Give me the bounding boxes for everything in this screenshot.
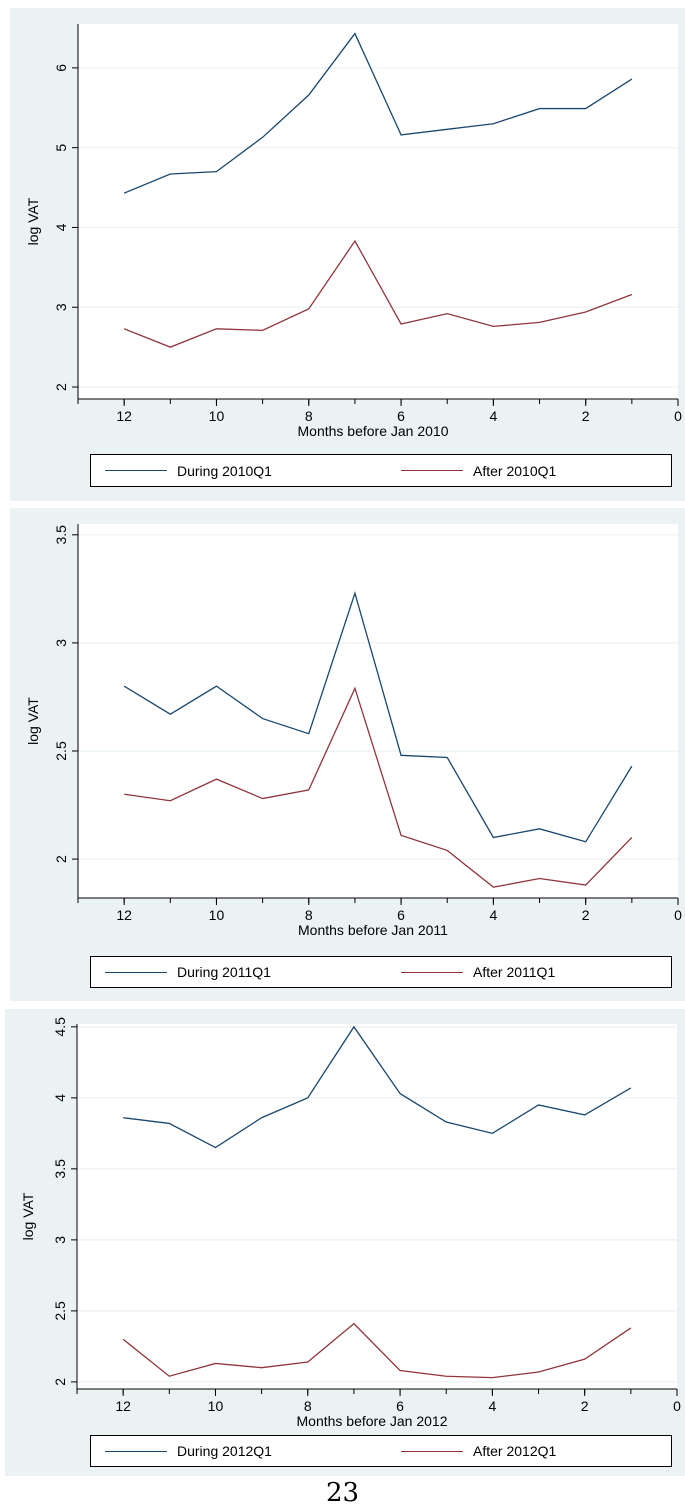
x-tick-label: 4 bbox=[489, 907, 497, 923]
x-tick-label: 0 bbox=[673, 1398, 681, 1414]
series-line-after bbox=[123, 239, 633, 348]
x-tick-label: 6 bbox=[397, 907, 405, 923]
legend-swatch-during bbox=[105, 470, 167, 471]
legend-label-during: During 2011Q1 bbox=[177, 964, 271, 980]
series-line-after bbox=[124, 686, 633, 888]
series-line-during bbox=[123, 1025, 632, 1149]
chart-1-legend: During 2010Q1 After 2010Q1 bbox=[90, 454, 672, 487]
y-axis-label: log VAT bbox=[20, 1192, 36, 1240]
x-tick-label: 2 bbox=[582, 408, 590, 424]
y-tick-label: 2 bbox=[52, 1378, 68, 1386]
legend-entry-after-2011q1: After 2011Q1 bbox=[401, 957, 555, 987]
series-line-during bbox=[123, 32, 633, 194]
y-axis-label: log VAT bbox=[25, 197, 41, 245]
y-tick-label: 3 bbox=[52, 1236, 68, 1244]
legend-entry-after-2010q1: After 2010Q1 bbox=[401, 455, 556, 486]
legend-label-during: During 2010Q1 bbox=[177, 462, 272, 479]
x-tick-label: 12 bbox=[115, 1398, 131, 1414]
page-number: 23 bbox=[325, 1478, 360, 1508]
y-tick-label: 4.5 bbox=[52, 1017, 68, 1037]
x-tick-label: 2 bbox=[582, 907, 590, 923]
y-tick-label: 6 bbox=[53, 64, 69, 72]
x-tick-label: 10 bbox=[208, 1398, 224, 1414]
x-axis-label: Months before Jan 2012 bbox=[297, 1413, 448, 1429]
x-tick-label: 12 bbox=[116, 408, 132, 424]
x-tick-label: 10 bbox=[209, 907, 225, 923]
x-tick-label: 8 bbox=[304, 1398, 312, 1414]
legend-swatch-after bbox=[401, 470, 463, 471]
legend-swatch-after bbox=[401, 1450, 463, 1452]
legend-entry-during-2012q1: During 2012Q1 bbox=[105, 1436, 272, 1466]
legend-label-after: After 2010Q1 bbox=[473, 462, 557, 479]
legend-swatch-during bbox=[105, 1450, 167, 1452]
legend-swatch-after bbox=[401, 971, 463, 973]
y-tick-label: 3.5 bbox=[52, 1159, 68, 1179]
legend-entry-during-2011q1: During 2011Q1 bbox=[105, 957, 271, 987]
y-tick-label: 2.5 bbox=[53, 741, 69, 761]
legend-label-after: After 2012Q1 bbox=[473, 1443, 557, 1459]
y-tick-label: 2 bbox=[53, 383, 69, 391]
x-tick-label: 8 bbox=[305, 408, 313, 424]
chart-2-svg: 2 2.5 3 3.5 12 10 8 6 4 2 0 Months before Jan 2011 l… bbox=[25, 524, 682, 938]
x-tick-label: 4 bbox=[489, 408, 497, 424]
chart-panel-1: 2 3 4 5 6 12 10 8 6 4 2 0 Months before Jan 2010 log … bbox=[10, 8, 685, 501]
y-tick-label: 3 bbox=[53, 639, 69, 647]
x-tick-label: 0 bbox=[674, 907, 682, 923]
chart-3-svg: 2 2.5 3 3.5 4 4.5 12 10 8 6 4 2 0 Months before Jan 2… bbox=[20, 1017, 681, 1429]
series-line-during bbox=[123, 590, 633, 843]
y-tick-label: 4 bbox=[53, 223, 69, 231]
x-tick-label: 2 bbox=[581, 1398, 589, 1414]
x-tick-label: 12 bbox=[116, 907, 132, 923]
y-tick-label: 2.5 bbox=[52, 1301, 68, 1321]
chart-1-svg: 2 3 4 5 6 12 10 8 6 4 2 0 Months before Jan 2010 log … bbox=[25, 24, 682, 439]
chart-3-legend: During 2012Q1 After 2012Q1 bbox=[90, 1435, 672, 1467]
x-axis-label: Months before Jan 2010 bbox=[298, 423, 449, 439]
y-tick-label: 4 bbox=[52, 1094, 68, 1102]
legend-entry-during-2010q1: During 2010Q1 bbox=[105, 455, 272, 486]
series-line-after bbox=[122, 1322, 632, 1379]
legend-label-after: After 2011Q1 bbox=[473, 964, 556, 980]
x-tick-label: 6 bbox=[396, 1398, 404, 1414]
legend-label-during: During 2012Q1 bbox=[177, 1443, 272, 1459]
legend-entry-after-2012q1: After 2012Q1 bbox=[401, 1436, 556, 1466]
x-axis-label: Months before Jan 2011 bbox=[298, 922, 448, 938]
chart-2-legend: During 2011Q1 After 2011Q1 bbox=[90, 956, 672, 988]
y-tick-label: 2 bbox=[53, 855, 69, 863]
x-tick-label: 0 bbox=[674, 408, 682, 424]
y-tick-label: 3.5 bbox=[53, 525, 69, 545]
x-tick-label: 8 bbox=[305, 907, 313, 923]
y-axis-label: log VAT bbox=[25, 697, 41, 745]
plot-area bbox=[77, 1024, 677, 1389]
y-tick-label: 3 bbox=[53, 303, 69, 311]
plot-area bbox=[78, 24, 678, 399]
chart-panel-2: 2 2.5 3 3.5 12 10 8 6 4 2 0 Months before Jan 2011 l… bbox=[10, 508, 685, 1001]
x-tick-label: 10 bbox=[209, 408, 225, 424]
y-tick-label: 5 bbox=[53, 144, 69, 152]
x-tick-label: 6 bbox=[397, 408, 405, 424]
x-tick-label: 4 bbox=[488, 1398, 496, 1414]
plot-area bbox=[78, 524, 678, 898]
legend-swatch-during bbox=[105, 971, 167, 973]
chart-panel-3: 2 2.5 3 3.5 4 4.5 12 10 8 6 4 2 0 Months before Jan 2… bbox=[5, 1009, 685, 1476]
